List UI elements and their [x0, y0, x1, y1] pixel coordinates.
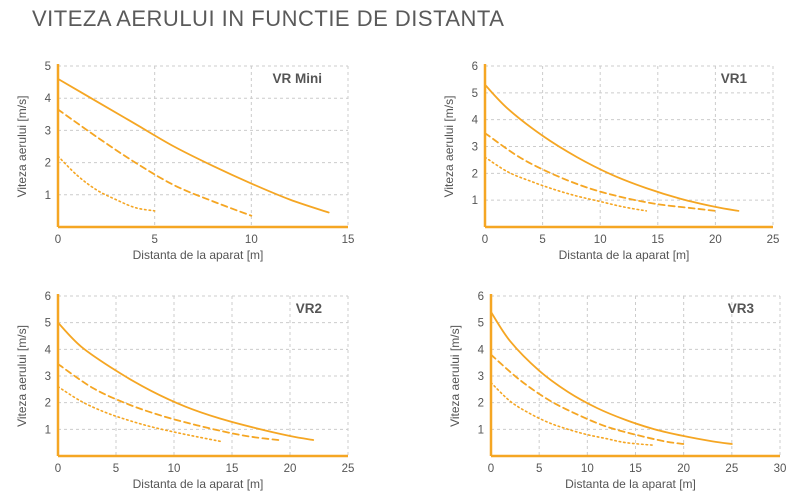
y-tick-label: 2	[472, 168, 478, 180]
x-tick-label: 10	[168, 463, 181, 475]
chart-vr1: 0 5 10 15 20 25 1 2 3 4 5 6 Distanta de la aparat [m…	[442, 61, 780, 262]
y-tick-label: 3	[45, 371, 51, 383]
chart-vr-mini: 0 5 10 15 1 2 3 4 5 Distanta de la aparat [m] Vite…	[15, 61, 355, 262]
page-title: VITEZA AERULUI IN FUNCTIE DE DISTANTA	[32, 6, 505, 31]
series-line-solid	[57, 321, 315, 441]
y-tick-label: 5	[45, 318, 51, 330]
x-tick-label: 20	[677, 463, 690, 475]
chart-title: VR1	[721, 71, 748, 86]
x-tick-label: 5	[539, 234, 545, 246]
x-axis-label: Distanta de la aparat [m]	[565, 477, 696, 491]
y-tick-label: 4	[478, 344, 485, 356]
x-tick-label: 30	[774, 463, 787, 475]
chart-title: VR Mini	[273, 71, 323, 86]
y-tick-label: 4	[45, 93, 52, 105]
series-line-dashed	[57, 363, 280, 441]
y-tick-label: 1	[45, 424, 51, 436]
x-axis-label: Distanta de la aparat [m]	[133, 248, 264, 262]
chart-vr2: 0 5 10 15 20 25 1 2 3 4 5 6 Distanta de la aparat [m…	[15, 291, 355, 491]
y-tick-label: 6	[478, 291, 484, 303]
x-axis-label: Distanta de la aparat [m]	[559, 248, 690, 262]
x-tick-label: 0	[55, 234, 61, 246]
series-line-dashed	[490, 353, 685, 445]
y-axis-label: Viteza aerului [m/s]	[442, 96, 456, 198]
series-line-dashed	[57, 108, 253, 217]
x-tick-label: 0	[488, 463, 494, 475]
series-line-dotted	[57, 385, 222, 443]
y-tick-label: 6	[45, 291, 51, 303]
x-tick-label: 0	[55, 463, 61, 475]
x-tick-label: 15	[629, 463, 642, 475]
x-tick-label: 5	[536, 463, 542, 475]
y-tick-label: 1	[478, 424, 484, 436]
y-tick-label: 2	[45, 158, 51, 170]
x-tick-label: 15	[651, 234, 664, 246]
y-axis-label: Viteza aerului [m/s]	[448, 325, 462, 427]
y-axis-label: Viteza aerului [m/s]	[15, 325, 29, 427]
series-line-solid	[484, 83, 740, 212]
x-tick-label: 0	[482, 234, 488, 246]
y-tick-label: 3	[45, 125, 51, 137]
y-tick-label: 4	[45, 344, 52, 356]
y-tick-label: 6	[472, 61, 478, 73]
x-tick-label: 25	[342, 463, 355, 475]
y-tick-label: 1	[45, 190, 51, 202]
y-tick-label: 5	[45, 61, 51, 73]
chart-title: VR3	[728, 301, 755, 316]
series-line-solid	[57, 77, 330, 214]
chart-vr3: 0 5 10 15 20 25 30 1 2 3 4 5 6 Distanta de la aparat …	[448, 291, 787, 491]
series-line-dotted	[57, 155, 156, 212]
series-line-dotted	[490, 381, 656, 447]
x-tick-label: 20	[284, 463, 297, 475]
x-tick-label: 5	[151, 234, 157, 246]
y-tick-label: 5	[472, 88, 478, 100]
x-axis-label: Distanta de la aparat [m]	[133, 477, 264, 491]
y-axis-label: Viteza aerului [m/s]	[15, 96, 29, 198]
x-tick-label: 15	[226, 463, 239, 475]
y-tick-label: 3	[472, 142, 478, 154]
y-tick-label: 1	[472, 195, 478, 207]
y-tick-label: 4	[472, 115, 479, 127]
y-tick-label: 5	[478, 318, 484, 330]
x-tick-label: 5	[113, 463, 119, 475]
series-line-dotted	[484, 156, 648, 212]
x-tick-label: 15	[342, 234, 355, 246]
series-line-solid	[490, 311, 733, 445]
series-line-dashed	[484, 132, 717, 212]
y-tick-label: 2	[478, 398, 484, 410]
y-tick-label: 2	[45, 398, 51, 410]
y-tick-label: 3	[478, 371, 484, 383]
chart-title: VR2	[296, 301, 322, 316]
x-tick-label: 25	[725, 463, 738, 475]
x-tick-label: 10	[581, 463, 594, 475]
x-tick-label: 10	[245, 234, 258, 246]
x-tick-label: 25	[767, 234, 780, 246]
x-tick-label: 20	[709, 234, 722, 246]
x-tick-label: 10	[594, 234, 607, 246]
